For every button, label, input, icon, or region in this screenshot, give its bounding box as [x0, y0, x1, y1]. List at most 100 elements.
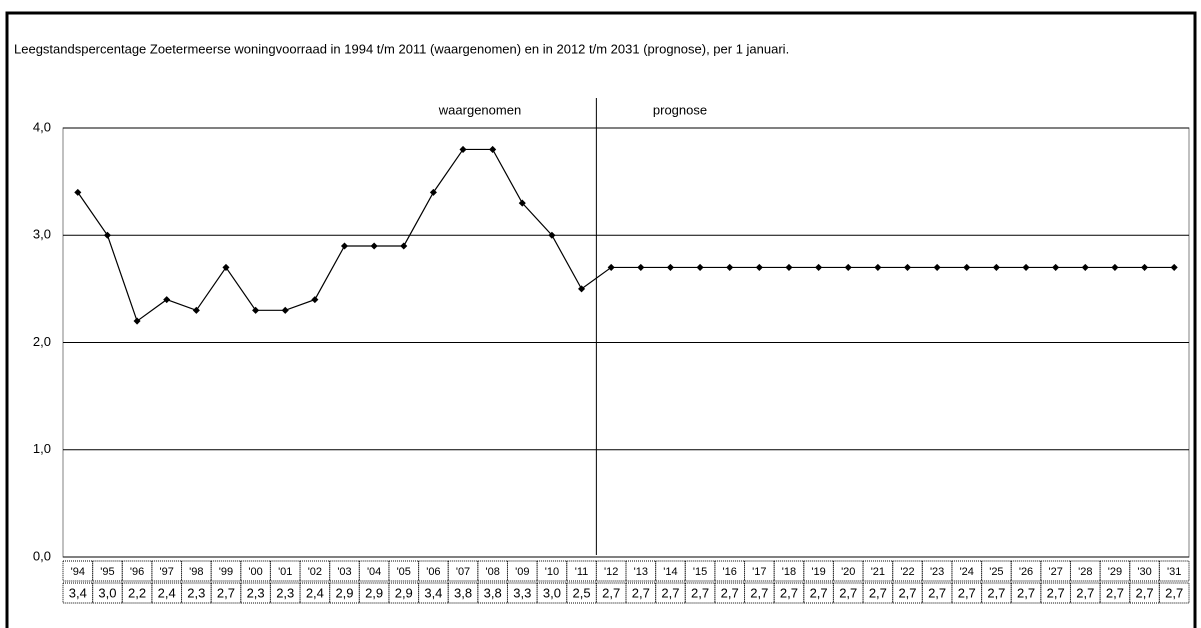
data-label: 2,4: [158, 585, 176, 600]
x-tick-label: '94: [71, 566, 85, 578]
chart-title: Leegstandspercentage Zoetermeerse woning…: [14, 41, 789, 56]
x-tick-label: '09: [515, 566, 529, 578]
table-cell: [299, 582, 331, 604]
line: [77, 148, 1175, 323]
table-cell: [299, 560, 331, 582]
table-cell: [1099, 582, 1131, 604]
table-cell: [1129, 582, 1160, 604]
x-tick-label: '10: [545, 566, 559, 578]
marker: [489, 145, 497, 153]
marker: [459, 145, 467, 153]
marker: [844, 263, 852, 271]
x-tick-label: '31: [1167, 566, 1181, 578]
data-label: 3,4: [69, 585, 87, 600]
annotation: prognose: [653, 102, 707, 117]
data-label: 3,0: [98, 585, 116, 600]
table-cell: [951, 560, 983, 582]
table-cell: [773, 582, 805, 604]
x-tick-label: '98: [189, 566, 203, 578]
data-label: 2,7: [928, 585, 946, 600]
table-cell: [921, 560, 953, 582]
data-label: 3,8: [454, 585, 472, 600]
x-tick-label: '26: [1019, 566, 1033, 578]
x-tick-label: '00: [248, 566, 262, 578]
data-label: 2,9: [335, 585, 353, 600]
table-cell: [92, 582, 123, 604]
y-tick-label: 0,0: [33, 548, 51, 563]
data-label: 2,7: [1136, 585, 1154, 600]
marker: [992, 263, 1000, 271]
table-cell: [625, 560, 657, 582]
table-cell: [329, 560, 360, 582]
table-cell: [358, 560, 390, 582]
table-cell: [655, 582, 686, 604]
x-tick-label: '06: [426, 566, 440, 578]
x-tick-label: '99: [219, 566, 233, 578]
marker: [815, 263, 823, 271]
data-label: 3,3: [513, 585, 531, 600]
marker: [874, 263, 882, 271]
table-cell: [358, 582, 390, 604]
marker: [785, 263, 793, 271]
data-label: 2,7: [217, 585, 235, 600]
table-cell: [329, 582, 360, 604]
table-cell: [269, 582, 301, 604]
data-label: 2,7: [810, 585, 828, 600]
marker: [755, 263, 763, 271]
marker: [429, 188, 437, 196]
x-tick-label: '15: [693, 566, 707, 578]
table-cell: [803, 582, 834, 604]
table-cell: [1158, 582, 1190, 604]
data-label: 2,7: [691, 585, 709, 600]
table-cell: [536, 560, 568, 582]
marker: [726, 263, 734, 271]
table-cell: [921, 582, 953, 604]
data-label: 2,7: [1165, 585, 1183, 600]
table-cell: [447, 582, 479, 604]
table-cell: [240, 560, 271, 582]
data-label: 3,4: [424, 585, 442, 600]
table-cell: [892, 560, 923, 582]
data-label: 2,7: [632, 585, 650, 600]
x-tick-label: '08: [485, 566, 499, 578]
table-cell: [1099, 560, 1131, 582]
data-label: 2,2: [128, 585, 146, 600]
x-tick-label: '04: [367, 566, 381, 578]
marker: [222, 263, 230, 271]
table-cell: [951, 582, 983, 604]
table-cell: [388, 582, 420, 604]
marker: [1022, 263, 1030, 271]
table-cell: [121, 582, 153, 604]
marker: [74, 188, 82, 196]
table-cell: [1010, 560, 1042, 582]
data-label: 2,3: [187, 585, 205, 600]
marker: [311, 296, 319, 304]
y-tick-label: 2,0: [33, 334, 51, 349]
marker: [370, 242, 378, 250]
x-tick-label: '27: [1048, 566, 1062, 578]
table-cell: [62, 582, 94, 604]
data-label: 2,7: [1106, 585, 1124, 600]
x-tick-label: '24: [960, 566, 974, 578]
table-cell: [1010, 582, 1042, 604]
x-tick-label: '11: [575, 566, 589, 578]
marker: [666, 263, 674, 271]
table-cell: [566, 560, 597, 582]
x-tick-label: '22: [900, 566, 914, 578]
table-cell: [121, 560, 153, 582]
table-cell: [892, 582, 923, 604]
table-cell: [1158, 560, 1190, 582]
marker: [548, 231, 556, 239]
x-tick-label: '95: [100, 566, 114, 578]
table-cell: [981, 560, 1012, 582]
x-tick-label: '05: [397, 566, 411, 578]
table-cell: [1069, 582, 1101, 604]
x-tick-label: '17: [752, 566, 766, 578]
y-tick-label: 1,0: [33, 441, 51, 456]
table-cell: [803, 560, 834, 582]
data-label: 2,7: [987, 585, 1005, 600]
x-tick-label: '20: [841, 566, 855, 578]
marker: [281, 306, 289, 314]
marker: [903, 263, 912, 271]
